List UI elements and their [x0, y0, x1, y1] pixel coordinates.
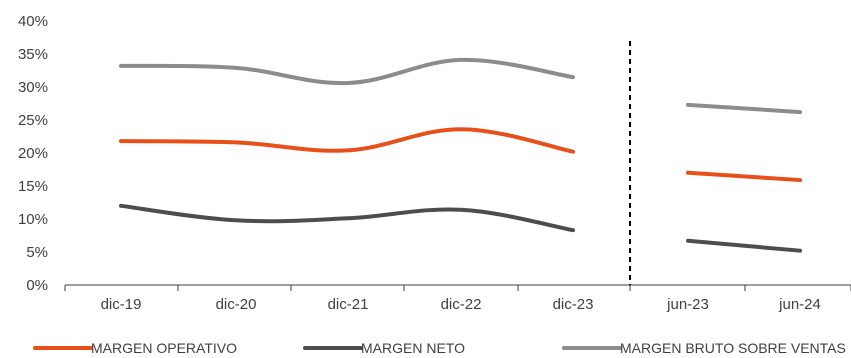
legend: MARGEN OPERATIVO MARGEN NETO MARGEN BRUTO … — [33, 340, 846, 356]
y-tick-label: 35% — [18, 46, 48, 63]
y-tick-label: 0% — [26, 277, 48, 294]
series-line-2 — [119, 203, 575, 233]
y-tick-label: 30% — [18, 79, 48, 96]
y-tick-label: 5% — [26, 244, 48, 261]
legend-label: MARGEN BRUTO SOBRE VENTAS — [620, 340, 846, 356]
series-line-1 — [119, 127, 575, 154]
x-axis: dic-19 dic-20 dic-21 dic-22 dic-23 jun-23 jun-… — [64, 284, 851, 313]
legend-label: MARGEN NETO — [361, 340, 465, 356]
legend-label: MARGEN OPERATIVO — [91, 340, 237, 356]
x-tick-label: dic-19 — [101, 296, 142, 313]
y-tick-label: 15% — [18, 178, 48, 195]
x-tick-label: dic-22 — [441, 296, 482, 313]
x-tick-label: dic-20 — [216, 296, 257, 313]
series-lines — [119, 57, 802, 253]
x-tick-label: dic-21 — [328, 296, 369, 313]
x-tick-label: jun-23 — [666, 296, 709, 313]
y-tick-label: 20% — [18, 145, 48, 162]
series-line-3 — [119, 57, 575, 86]
y-axis: 0% 5% 10% 15% 20% 25% 30% 35% 40% — [18, 13, 48, 294]
series-line-2 — [686, 238, 802, 253]
x-tick-label: dic-23 — [553, 296, 594, 313]
x-tick-label: jun-24 — [778, 296, 821, 313]
y-tick-label: 40% — [18, 13, 48, 30]
y-tick-label: 25% — [18, 112, 48, 129]
series-line-3 — [686, 102, 802, 115]
y-tick-label: 10% — [18, 211, 48, 228]
series-line-1 — [686, 170, 802, 183]
